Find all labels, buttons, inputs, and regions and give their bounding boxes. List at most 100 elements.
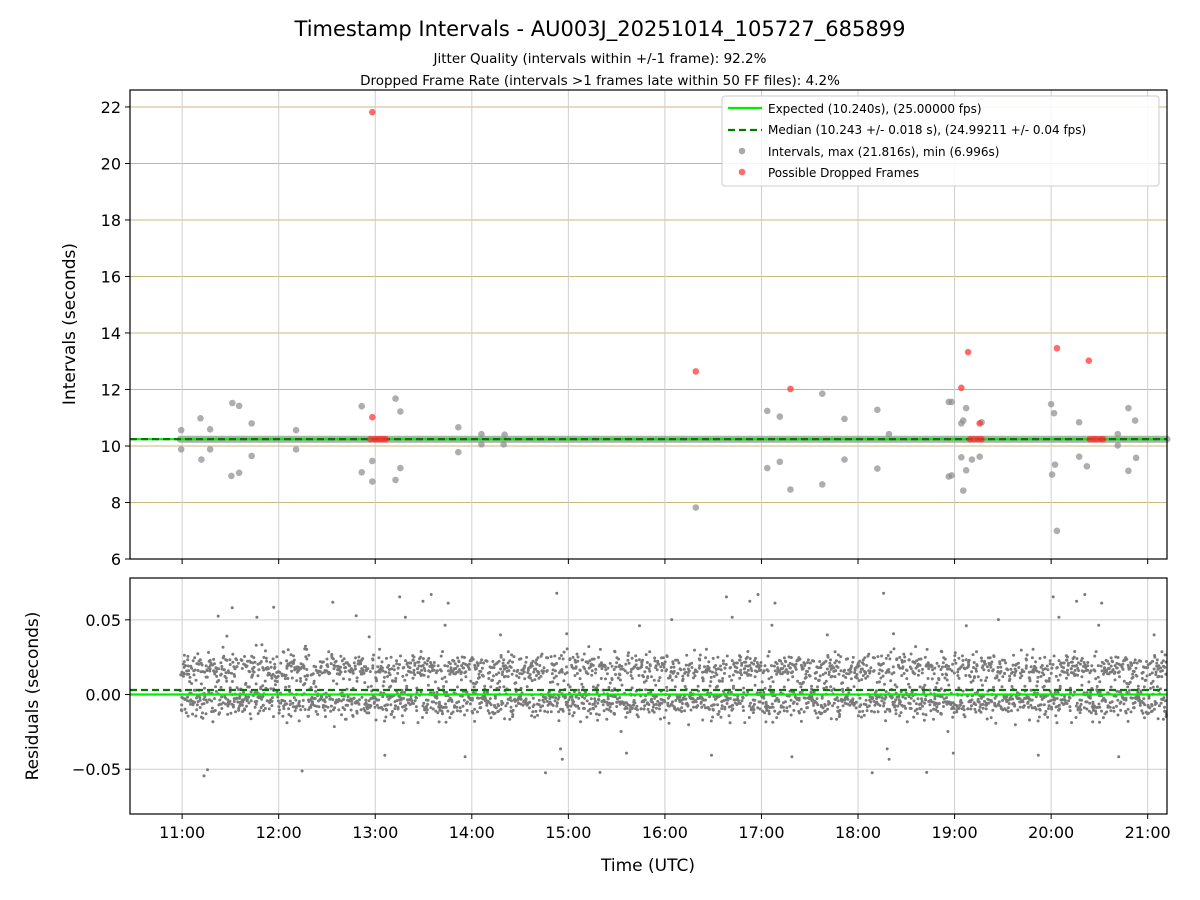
residual-point <box>919 702 923 706</box>
residual-point <box>481 674 485 678</box>
residual-point <box>961 689 965 693</box>
residual-point <box>961 663 965 667</box>
residual-point <box>485 703 489 707</box>
residual-point <box>846 657 850 661</box>
residual-point <box>918 663 922 667</box>
residual-point <box>829 717 833 721</box>
residual-point <box>576 655 580 659</box>
residual-point <box>657 662 661 666</box>
residual-point <box>219 672 223 676</box>
residual-point <box>200 663 204 667</box>
residual-point <box>1043 655 1047 659</box>
residual-point <box>594 704 598 708</box>
residual-point <box>956 674 960 678</box>
residual-point <box>203 670 207 674</box>
residual-point <box>941 661 945 665</box>
residual-point <box>1036 753 1040 757</box>
residual-point <box>770 623 774 627</box>
residual-point <box>1163 665 1167 669</box>
residual-point <box>373 700 376 704</box>
residual-point <box>711 656 715 660</box>
interval-point <box>1053 527 1061 535</box>
interval-point <box>1075 453 1083 461</box>
residual-point <box>614 665 618 669</box>
residual-point <box>501 701 505 705</box>
residual-point <box>455 705 459 709</box>
interval-point <box>235 402 243 410</box>
residual-point <box>332 725 336 729</box>
residual-point <box>233 667 237 671</box>
residual-point <box>253 705 257 709</box>
residual-point <box>923 655 927 659</box>
residual-point <box>330 652 334 656</box>
residual-point <box>764 702 768 706</box>
residual-point <box>792 690 796 694</box>
residual-point <box>336 664 340 668</box>
residual-point <box>412 655 416 659</box>
residual-point <box>364 701 368 705</box>
residual-point <box>1036 719 1040 723</box>
residual-point <box>1150 709 1154 713</box>
residual-point <box>444 702 447 706</box>
residual-point <box>790 755 794 759</box>
residual-point <box>426 675 430 679</box>
residual-point <box>993 696 997 700</box>
residual-point <box>776 667 780 671</box>
residual-point <box>549 655 553 659</box>
residual-point <box>324 715 327 719</box>
residual-point <box>391 679 395 683</box>
residual-point <box>649 690 653 694</box>
interval-point <box>1125 404 1132 412</box>
residual-point <box>981 702 985 706</box>
residual-point <box>605 672 609 676</box>
residual-point <box>657 707 661 711</box>
residual-point <box>1032 670 1035 674</box>
residual-point <box>823 709 827 713</box>
residual-point <box>681 674 685 678</box>
residual-point <box>963 715 967 719</box>
residual-point <box>389 684 393 688</box>
residual-point <box>759 664 763 668</box>
residual-point <box>521 703 525 707</box>
residual-point <box>889 679 893 683</box>
residual-point <box>417 660 421 664</box>
residual-point <box>782 709 786 713</box>
residual-point <box>217 679 221 682</box>
residual-point <box>788 666 792 670</box>
residual-point <box>785 706 789 710</box>
residual-point <box>550 672 554 676</box>
residual-point <box>868 669 872 673</box>
residual-point <box>732 684 735 688</box>
residual-point <box>355 676 359 680</box>
interval-point <box>1131 417 1139 424</box>
residual-point <box>574 665 578 669</box>
residual-point <box>702 703 706 707</box>
interval-point <box>228 472 235 480</box>
residual-point <box>775 662 779 666</box>
residual-point <box>771 720 775 724</box>
residual-point <box>613 695 617 699</box>
residual-point <box>235 658 239 662</box>
residual-point <box>762 669 766 673</box>
residual-point <box>891 665 895 669</box>
residual-point <box>1022 704 1026 708</box>
residual-point <box>788 704 792 708</box>
residual-point <box>697 666 701 670</box>
residual-point <box>535 674 538 678</box>
residual-point <box>349 697 353 701</box>
residual-point <box>493 696 497 700</box>
residual-point <box>787 655 791 659</box>
residual-point <box>766 669 770 673</box>
residual-point <box>644 688 648 692</box>
residual-point <box>795 702 799 706</box>
residual-point <box>1157 704 1161 708</box>
residual-point <box>1004 708 1008 712</box>
residual-point <box>777 700 781 703</box>
residual-point <box>432 700 435 704</box>
residual-point <box>892 647 896 651</box>
residual-point <box>904 706 908 710</box>
residual-point <box>1079 662 1082 666</box>
residual-point <box>359 662 363 666</box>
residual-point <box>933 666 937 670</box>
residual-point <box>334 664 338 668</box>
